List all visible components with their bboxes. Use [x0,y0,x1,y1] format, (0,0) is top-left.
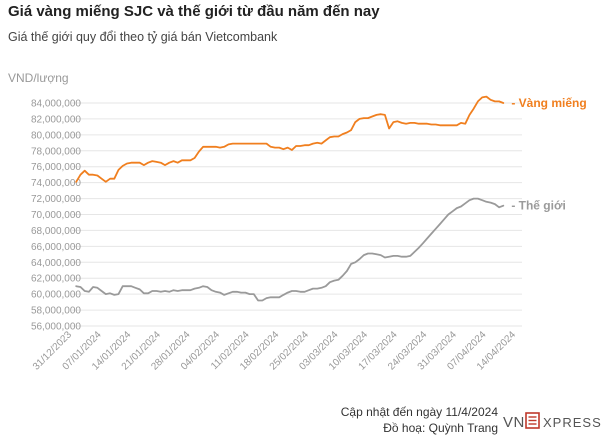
y-tick-label: 62,000,000 [31,274,81,285]
y-tick-label: 76,000,000 [31,162,81,173]
y-tick-label: 72,000,000 [31,194,81,205]
y-tick-label: 82,000,000 [31,114,81,125]
line-chart: 56,000,000 58,000,000 60,000,000 62,000,000… [31,95,587,373]
svg-text:XPRESS: XPRESS [543,415,602,430]
series-lines [75,95,505,302]
vnexpress-logo: VN XPRESS [503,412,602,431]
y-tick-label: 56,000,000 [31,322,81,333]
y-tick-label: 66,000,000 [31,242,81,253]
grid-lines [72,102,522,327]
graphics-credit: Đồ hoạ: Quỳnh Trang [383,421,498,435]
update-note: Cập nhật đến ngày 11/4/2024 [340,405,498,419]
series-label-1: - Vàng miếng [511,96,586,110]
y-tick-label: 78,000,000 [31,146,81,157]
y-tick-label: 60,000,000 [31,290,81,301]
series-line-2 [75,197,505,302]
chart-title: Giá vàng miếng SJC và thế giới từ đầu nă… [8,3,380,20]
svg-text:VN: VN [503,414,525,431]
y-tick-label: 68,000,000 [31,226,81,237]
y-axis-unit-label: VND/lượng [8,71,69,85]
chart-subtitle: Giá thế giới quy đổi theo tỷ giá bán Vie… [8,30,278,44]
y-tick-label: 80,000,000 [31,130,81,141]
x-axis-ticks: 31/12/202307/01/202414/01/202421/01/2024… [31,329,518,372]
series-label-2: - Thế giới [511,199,566,213]
y-axis-ticks: 56,000,000 58,000,000 60,000,000 62,000,000… [31,99,81,333]
series-labels: - Vàng miếng - Thế giới [511,96,586,213]
series-line-1 [75,95,505,183]
y-tick-label: 64,000,000 [31,258,81,269]
y-tick-label: 84,000,000 [31,99,81,110]
y-tick-label: 58,000,000 [31,306,81,317]
y-tick-label: 70,000,000 [31,210,81,221]
y-tick-label: 74,000,000 [31,178,81,189]
